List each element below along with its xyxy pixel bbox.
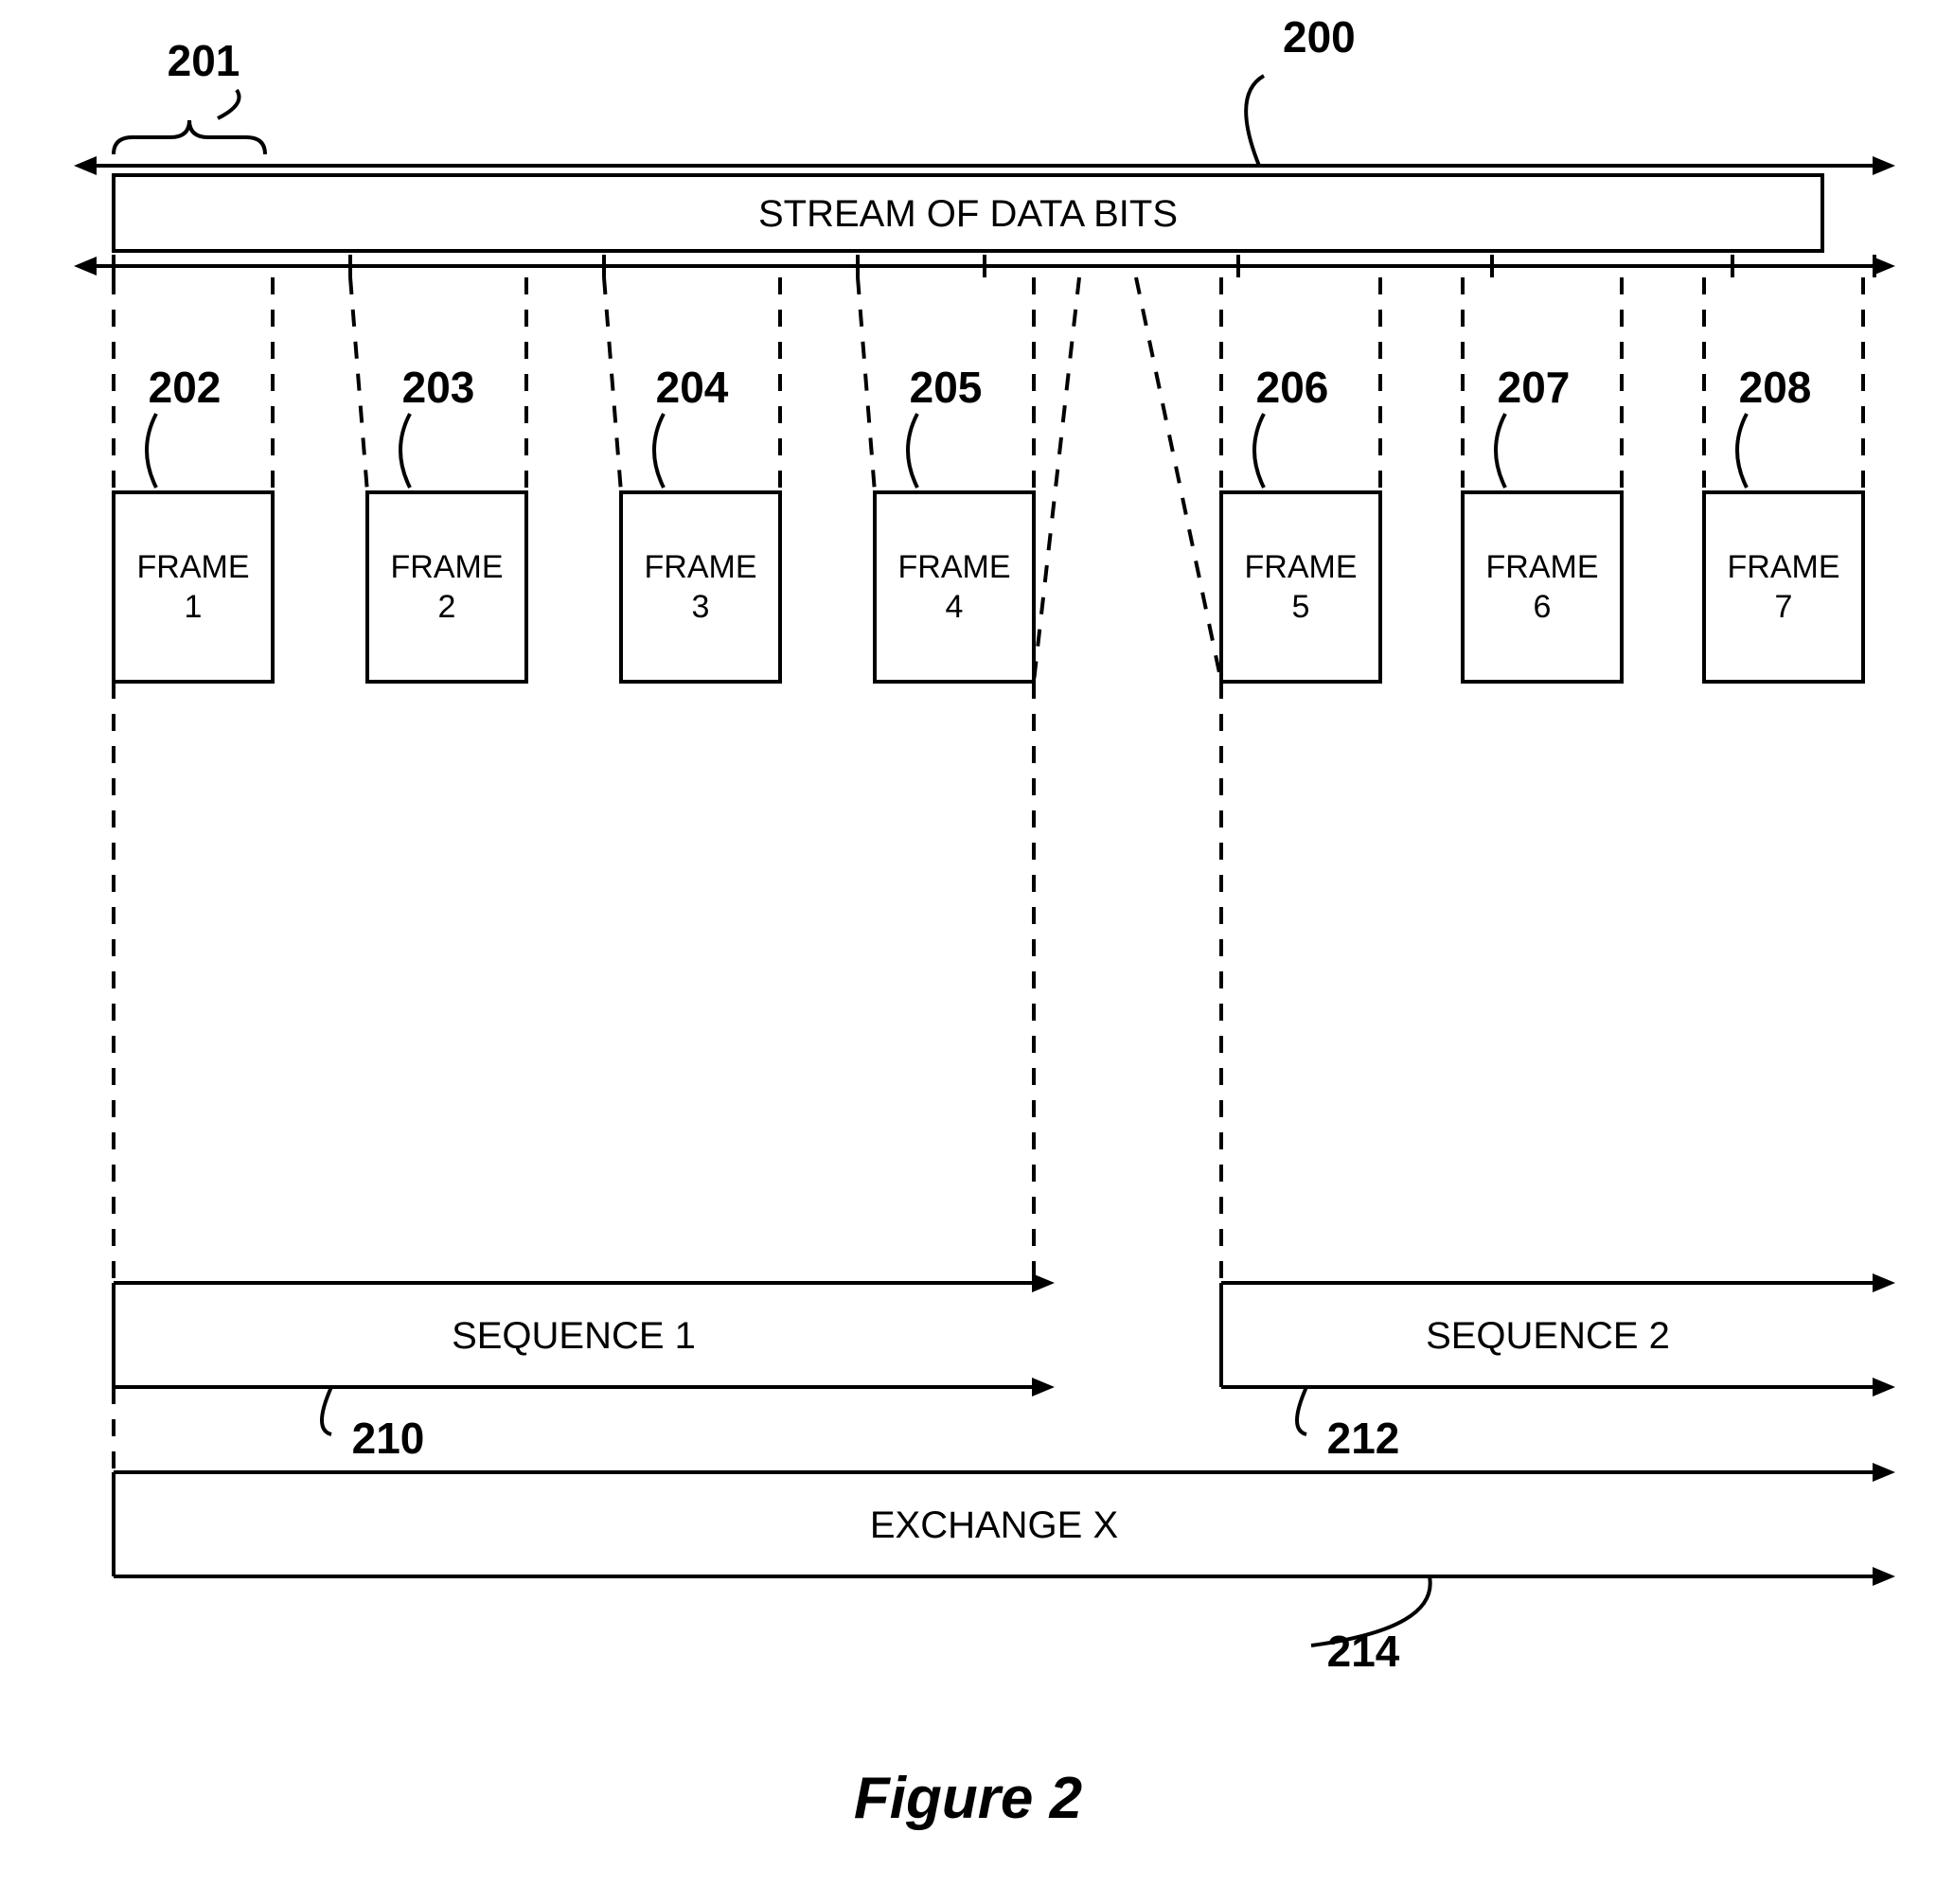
diagram-root: 201200STREAM OF DATA BITS202FRAME1203FRA… bbox=[0, 0, 1936, 1904]
exchange-label: EXCHANGE X bbox=[870, 1504, 1118, 1546]
ref-201-label: 201 bbox=[168, 36, 240, 85]
diagram-svg: 201200STREAM OF DATA BITS202FRAME1203FRA… bbox=[0, 0, 1936, 1904]
frame-1-ref: 202 bbox=[149, 363, 222, 412]
frame-6-ref: 207 bbox=[1498, 363, 1571, 412]
seq-2-label: SEQUENCE 2 bbox=[1426, 1315, 1670, 1357]
frame-3-ref: 204 bbox=[656, 363, 729, 412]
frame-7-ref: 208 bbox=[1739, 363, 1812, 412]
frame-4-ref: 205 bbox=[910, 363, 983, 412]
frame-5-ref: 206 bbox=[1256, 363, 1329, 412]
stream-label: STREAM OF DATA BITS bbox=[758, 193, 1178, 235]
seq-1-ref: 210 bbox=[352, 1414, 425, 1463]
frame-2-ref: 203 bbox=[402, 363, 475, 412]
ref-200-label: 200 bbox=[1283, 12, 1356, 62]
seq-2-ref: 212 bbox=[1327, 1414, 1400, 1463]
exchange-ref: 214 bbox=[1327, 1627, 1400, 1676]
figure-caption: Figure 2 bbox=[854, 1766, 1082, 1831]
seq-1-label: SEQUENCE 1 bbox=[452, 1315, 696, 1357]
